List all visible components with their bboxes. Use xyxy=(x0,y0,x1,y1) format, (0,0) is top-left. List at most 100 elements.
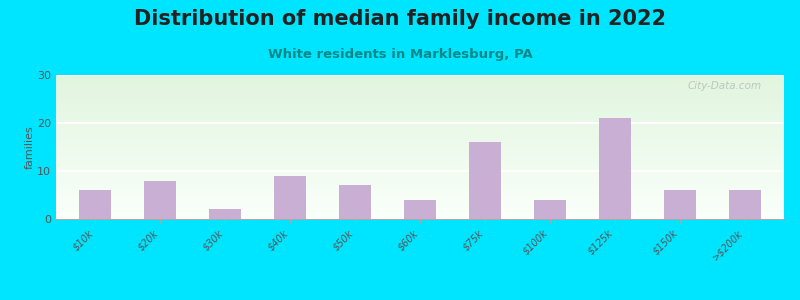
Bar xyxy=(56,213,784,214)
Bar xyxy=(56,207,784,208)
Bar xyxy=(56,77,784,78)
Bar xyxy=(56,196,784,197)
Bar xyxy=(56,177,784,178)
Bar xyxy=(56,79,784,80)
Bar xyxy=(56,202,784,203)
Bar xyxy=(56,146,784,147)
Bar xyxy=(469,142,502,219)
Bar xyxy=(56,95,784,96)
Bar xyxy=(56,157,784,158)
Bar xyxy=(144,181,176,219)
Bar xyxy=(56,159,784,160)
Bar xyxy=(56,164,784,165)
Bar xyxy=(56,120,784,121)
Bar xyxy=(56,102,784,103)
Bar xyxy=(56,128,784,129)
Bar xyxy=(56,104,784,105)
Bar xyxy=(56,209,784,210)
Bar xyxy=(56,218,784,219)
Bar xyxy=(56,188,784,189)
Bar xyxy=(56,130,784,131)
Bar xyxy=(56,176,784,177)
Bar xyxy=(56,212,784,213)
Bar xyxy=(56,152,784,153)
Bar xyxy=(56,189,784,190)
Bar xyxy=(56,106,784,107)
Bar xyxy=(56,194,784,195)
Bar xyxy=(56,85,784,86)
Bar xyxy=(56,149,784,150)
Bar xyxy=(56,76,784,77)
Bar xyxy=(56,185,784,186)
Bar xyxy=(56,143,784,144)
Bar xyxy=(56,94,784,95)
Bar xyxy=(729,190,762,219)
Bar xyxy=(56,90,784,91)
Bar xyxy=(56,112,784,113)
Bar xyxy=(56,141,784,142)
Bar xyxy=(56,216,784,217)
Bar xyxy=(56,172,784,173)
Bar xyxy=(56,111,784,112)
Bar xyxy=(56,175,784,176)
Bar xyxy=(56,215,784,216)
Bar xyxy=(56,197,784,198)
Bar xyxy=(56,184,784,185)
Bar xyxy=(56,84,784,85)
Bar xyxy=(56,211,784,212)
Bar xyxy=(56,186,784,187)
Bar xyxy=(56,126,784,127)
Bar xyxy=(56,153,784,154)
Bar xyxy=(56,158,784,159)
Bar xyxy=(598,118,631,219)
Bar xyxy=(56,115,784,116)
Bar xyxy=(56,83,784,84)
Bar xyxy=(56,139,784,140)
Bar xyxy=(56,113,784,114)
Bar xyxy=(56,107,784,108)
Bar xyxy=(56,191,784,192)
Bar xyxy=(56,173,784,174)
Bar xyxy=(56,101,784,102)
Bar xyxy=(56,81,784,82)
Bar xyxy=(56,181,784,182)
Bar xyxy=(56,170,784,171)
Bar xyxy=(56,88,784,89)
Bar xyxy=(56,116,784,117)
Bar xyxy=(56,179,784,180)
Bar xyxy=(56,203,784,204)
Bar xyxy=(56,93,784,94)
Bar xyxy=(56,166,784,167)
Bar xyxy=(56,80,784,81)
Bar xyxy=(56,147,784,148)
Bar xyxy=(56,78,784,79)
Bar xyxy=(56,86,784,87)
Bar xyxy=(56,182,784,183)
Bar xyxy=(56,195,784,196)
Text: Distribution of median family income in 2022: Distribution of median family income in … xyxy=(134,9,666,29)
Bar xyxy=(56,190,784,191)
Bar xyxy=(56,96,784,97)
Bar xyxy=(56,132,784,133)
Bar xyxy=(56,100,784,101)
Text: City-Data.com: City-Data.com xyxy=(688,81,762,91)
Bar xyxy=(56,162,784,163)
Bar xyxy=(56,123,784,124)
Bar xyxy=(56,208,784,209)
Bar xyxy=(56,183,784,184)
Bar xyxy=(56,187,784,188)
Bar xyxy=(56,105,784,106)
Bar xyxy=(56,178,784,179)
Bar xyxy=(56,119,784,120)
Bar xyxy=(56,163,784,164)
Bar xyxy=(56,87,784,88)
Bar xyxy=(56,135,784,136)
Bar xyxy=(56,201,784,202)
Bar xyxy=(56,210,784,211)
Bar xyxy=(56,133,784,134)
Bar xyxy=(56,131,784,132)
Bar xyxy=(56,167,784,168)
Bar xyxy=(56,129,784,130)
Bar xyxy=(56,122,784,123)
Bar xyxy=(56,151,784,152)
